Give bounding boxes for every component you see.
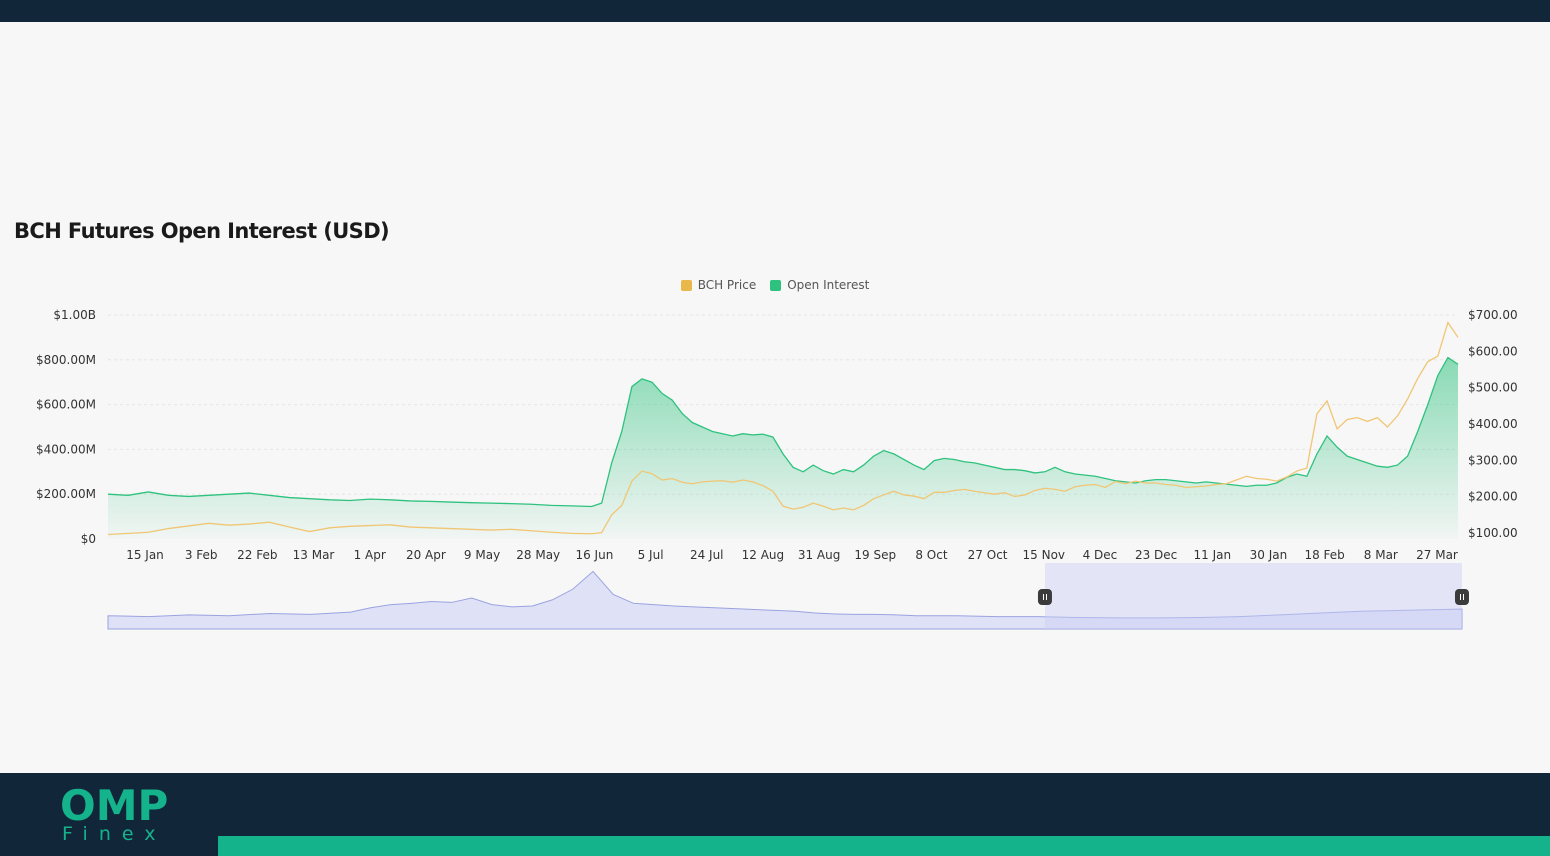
series-bch-price-line [107, 320, 1459, 536]
y-left-tick-label: $0 [81, 532, 96, 546]
brand-logo: OMP [60, 781, 169, 830]
x-tick-label: 28 May [516, 548, 560, 562]
x-tick-label: 31 Aug [798, 548, 841, 562]
legend-item-price[interactable]: BCH Price [680, 278, 757, 292]
y-left-tick-label: $600.00M [36, 398, 96, 412]
x-tick-label: 13 Mar [293, 548, 335, 562]
x-tick-label: 20 Apr [406, 548, 446, 562]
x-tick-label: 4 Dec [1083, 548, 1118, 562]
footer: OMP Finex [0, 773, 1550, 856]
x-tick-label: 9 May [464, 548, 500, 562]
series-open-interest-line [107, 356, 1459, 508]
y-right-tick-label: $600.00 [1468, 344, 1518, 358]
x-tick-label: 3 Feb [185, 548, 218, 562]
x-tick-label: 5 Jul [638, 548, 664, 562]
x-tick-label: 1 Apr [354, 548, 386, 562]
y-right-tick-label: $300.00 [1468, 453, 1518, 467]
y-left-tick-label: $400.00M [36, 442, 96, 456]
x-tick-label: 8 Oct [915, 548, 947, 562]
x-tick-label: 16 Jun [575, 548, 613, 562]
y-right-tick-label: $500.00 [1468, 381, 1518, 395]
y-right-tick-label: $200.00 [1468, 490, 1518, 504]
top-bar [0, 0, 1550, 22]
y-left-tick-label: $200.00M [36, 487, 96, 501]
x-tick-label: 19 Sep [854, 548, 896, 562]
x-tick-label: 18 Feb [1304, 548, 1344, 562]
x-tick-label: 15 Nov [1023, 548, 1066, 562]
x-tick-label: 12 Aug [742, 548, 785, 562]
y-left-tick-label: $800.00M [36, 353, 96, 367]
navigator-handle-left[interactable] [1037, 589, 1052, 605]
legend-label-open-interest: Open Interest [787, 278, 870, 292]
navigator-series [107, 570, 1463, 630]
x-tick-label: 30 Jan [1250, 548, 1288, 562]
y-right-tick-label: $100.00 [1468, 526, 1518, 540]
navigator-selection [1044, 563, 1462, 629]
brand-logo-sub: Finex [62, 823, 167, 845]
x-tick-label: 22 Feb [237, 548, 277, 562]
x-tick-label: 24 Jul [690, 548, 724, 562]
legend-item-open-interest[interactable]: Open Interest [770, 278, 869, 292]
legend-swatch-open-interest [770, 279, 782, 291]
x-tick-label: 23 Dec [1135, 548, 1177, 562]
legend-label-price: BCH Price [697, 278, 757, 292]
y-right-tick-label: $700.00 [1468, 308, 1518, 322]
y-right-tick-label: $400.00 [1468, 417, 1518, 431]
navigator-handle-right[interactable] [1455, 589, 1469, 605]
chart-legend: BCH Price Open Interest [0, 276, 1550, 294]
x-tick-label: 27 Mar [1416, 548, 1458, 562]
legend-swatch-price [680, 279, 692, 291]
y-left-tick-label: $1.00B [53, 308, 96, 322]
x-tick-label: 15 Jan [126, 548, 164, 562]
x-tick-label: 11 Jan [1194, 548, 1232, 562]
x-tick-label: 8 Mar [1364, 548, 1398, 562]
series-open-interest-area [108, 357, 1458, 539]
x-tick-label: 27 Oct [968, 548, 1008, 562]
chart-title: BCH Futures Open Interest (USD) [14, 219, 390, 243]
footer-stripe [218, 836, 1550, 856]
